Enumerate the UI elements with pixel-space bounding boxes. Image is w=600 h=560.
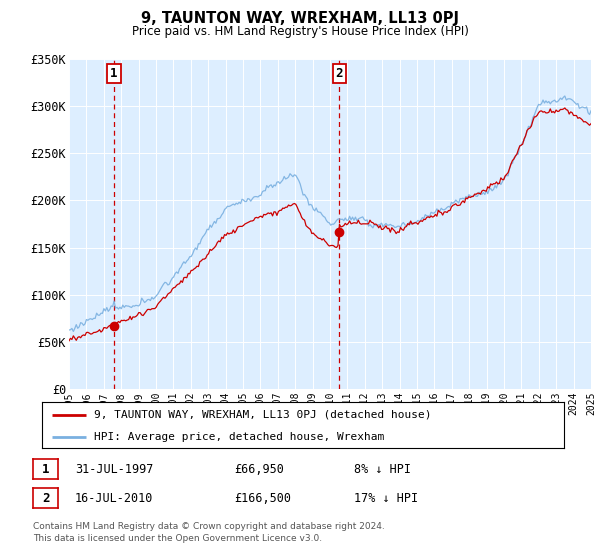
Text: Contains HM Land Registry data © Crown copyright and database right 2024.
This d: Contains HM Land Registry data © Crown c… [33,522,385,543]
Text: 9, TAUNTON WAY, WREXHAM, LL13 0PJ (detached house): 9, TAUNTON WAY, WREXHAM, LL13 0PJ (detac… [94,410,432,420]
Text: 31-JUL-1997: 31-JUL-1997 [75,463,154,476]
Text: 1: 1 [42,463,49,476]
Text: 17% ↓ HPI: 17% ↓ HPI [354,492,418,505]
Text: 16-JUL-2010: 16-JUL-2010 [75,492,154,505]
Text: 9, TAUNTON WAY, WREXHAM, LL13 0PJ: 9, TAUNTON WAY, WREXHAM, LL13 0PJ [141,11,459,26]
Text: 2: 2 [42,492,49,505]
Text: 2: 2 [335,67,343,80]
Text: £66,950: £66,950 [234,463,284,476]
Text: HPI: Average price, detached house, Wrexham: HPI: Average price, detached house, Wrex… [94,432,385,441]
Text: Price paid vs. HM Land Registry's House Price Index (HPI): Price paid vs. HM Land Registry's House … [131,25,469,38]
Text: £166,500: £166,500 [234,492,291,505]
Text: 8% ↓ HPI: 8% ↓ HPI [354,463,411,476]
Text: 1: 1 [110,67,118,80]
